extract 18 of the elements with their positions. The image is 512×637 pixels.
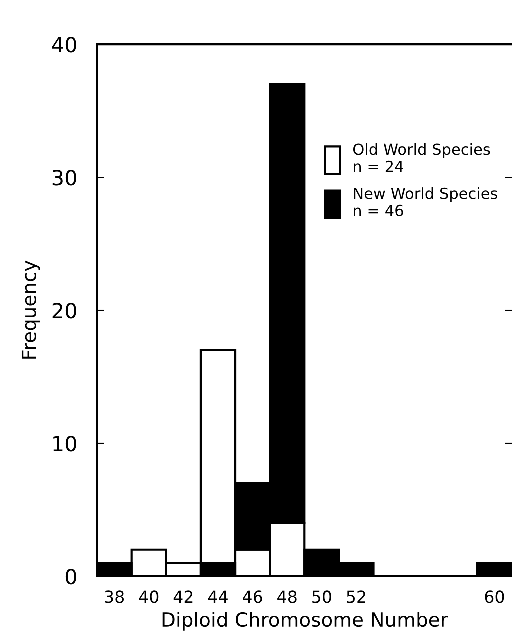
y-tick-label: 20 xyxy=(52,302,76,319)
legend-label: Old World Species n = 24 xyxy=(353,143,490,172)
legend-label: New World Species n = 46 xyxy=(354,188,498,216)
x-tick-label: 46 xyxy=(243,590,262,604)
y-tick-label: 10 xyxy=(54,436,76,452)
y-axis-title: Frequency xyxy=(22,260,40,359)
x-axis-title: Diploid Chromosome Number xyxy=(162,612,448,631)
x-tick-label: 50 xyxy=(312,590,332,604)
x-tick-label: 48 xyxy=(278,590,297,604)
x-tick-label: 42 xyxy=(174,590,193,604)
x-tick-label: 60 xyxy=(485,590,504,604)
y-tick-label: 0 xyxy=(66,568,76,585)
x-tick-label: 44 xyxy=(208,590,228,604)
x-tick-label: 38 xyxy=(105,590,124,604)
y-tick-label: 40 xyxy=(52,37,76,53)
x-tick-label: 40 xyxy=(139,590,159,604)
x-tick-label: 52 xyxy=(347,590,366,604)
y-tick-label: 30 xyxy=(52,170,76,186)
